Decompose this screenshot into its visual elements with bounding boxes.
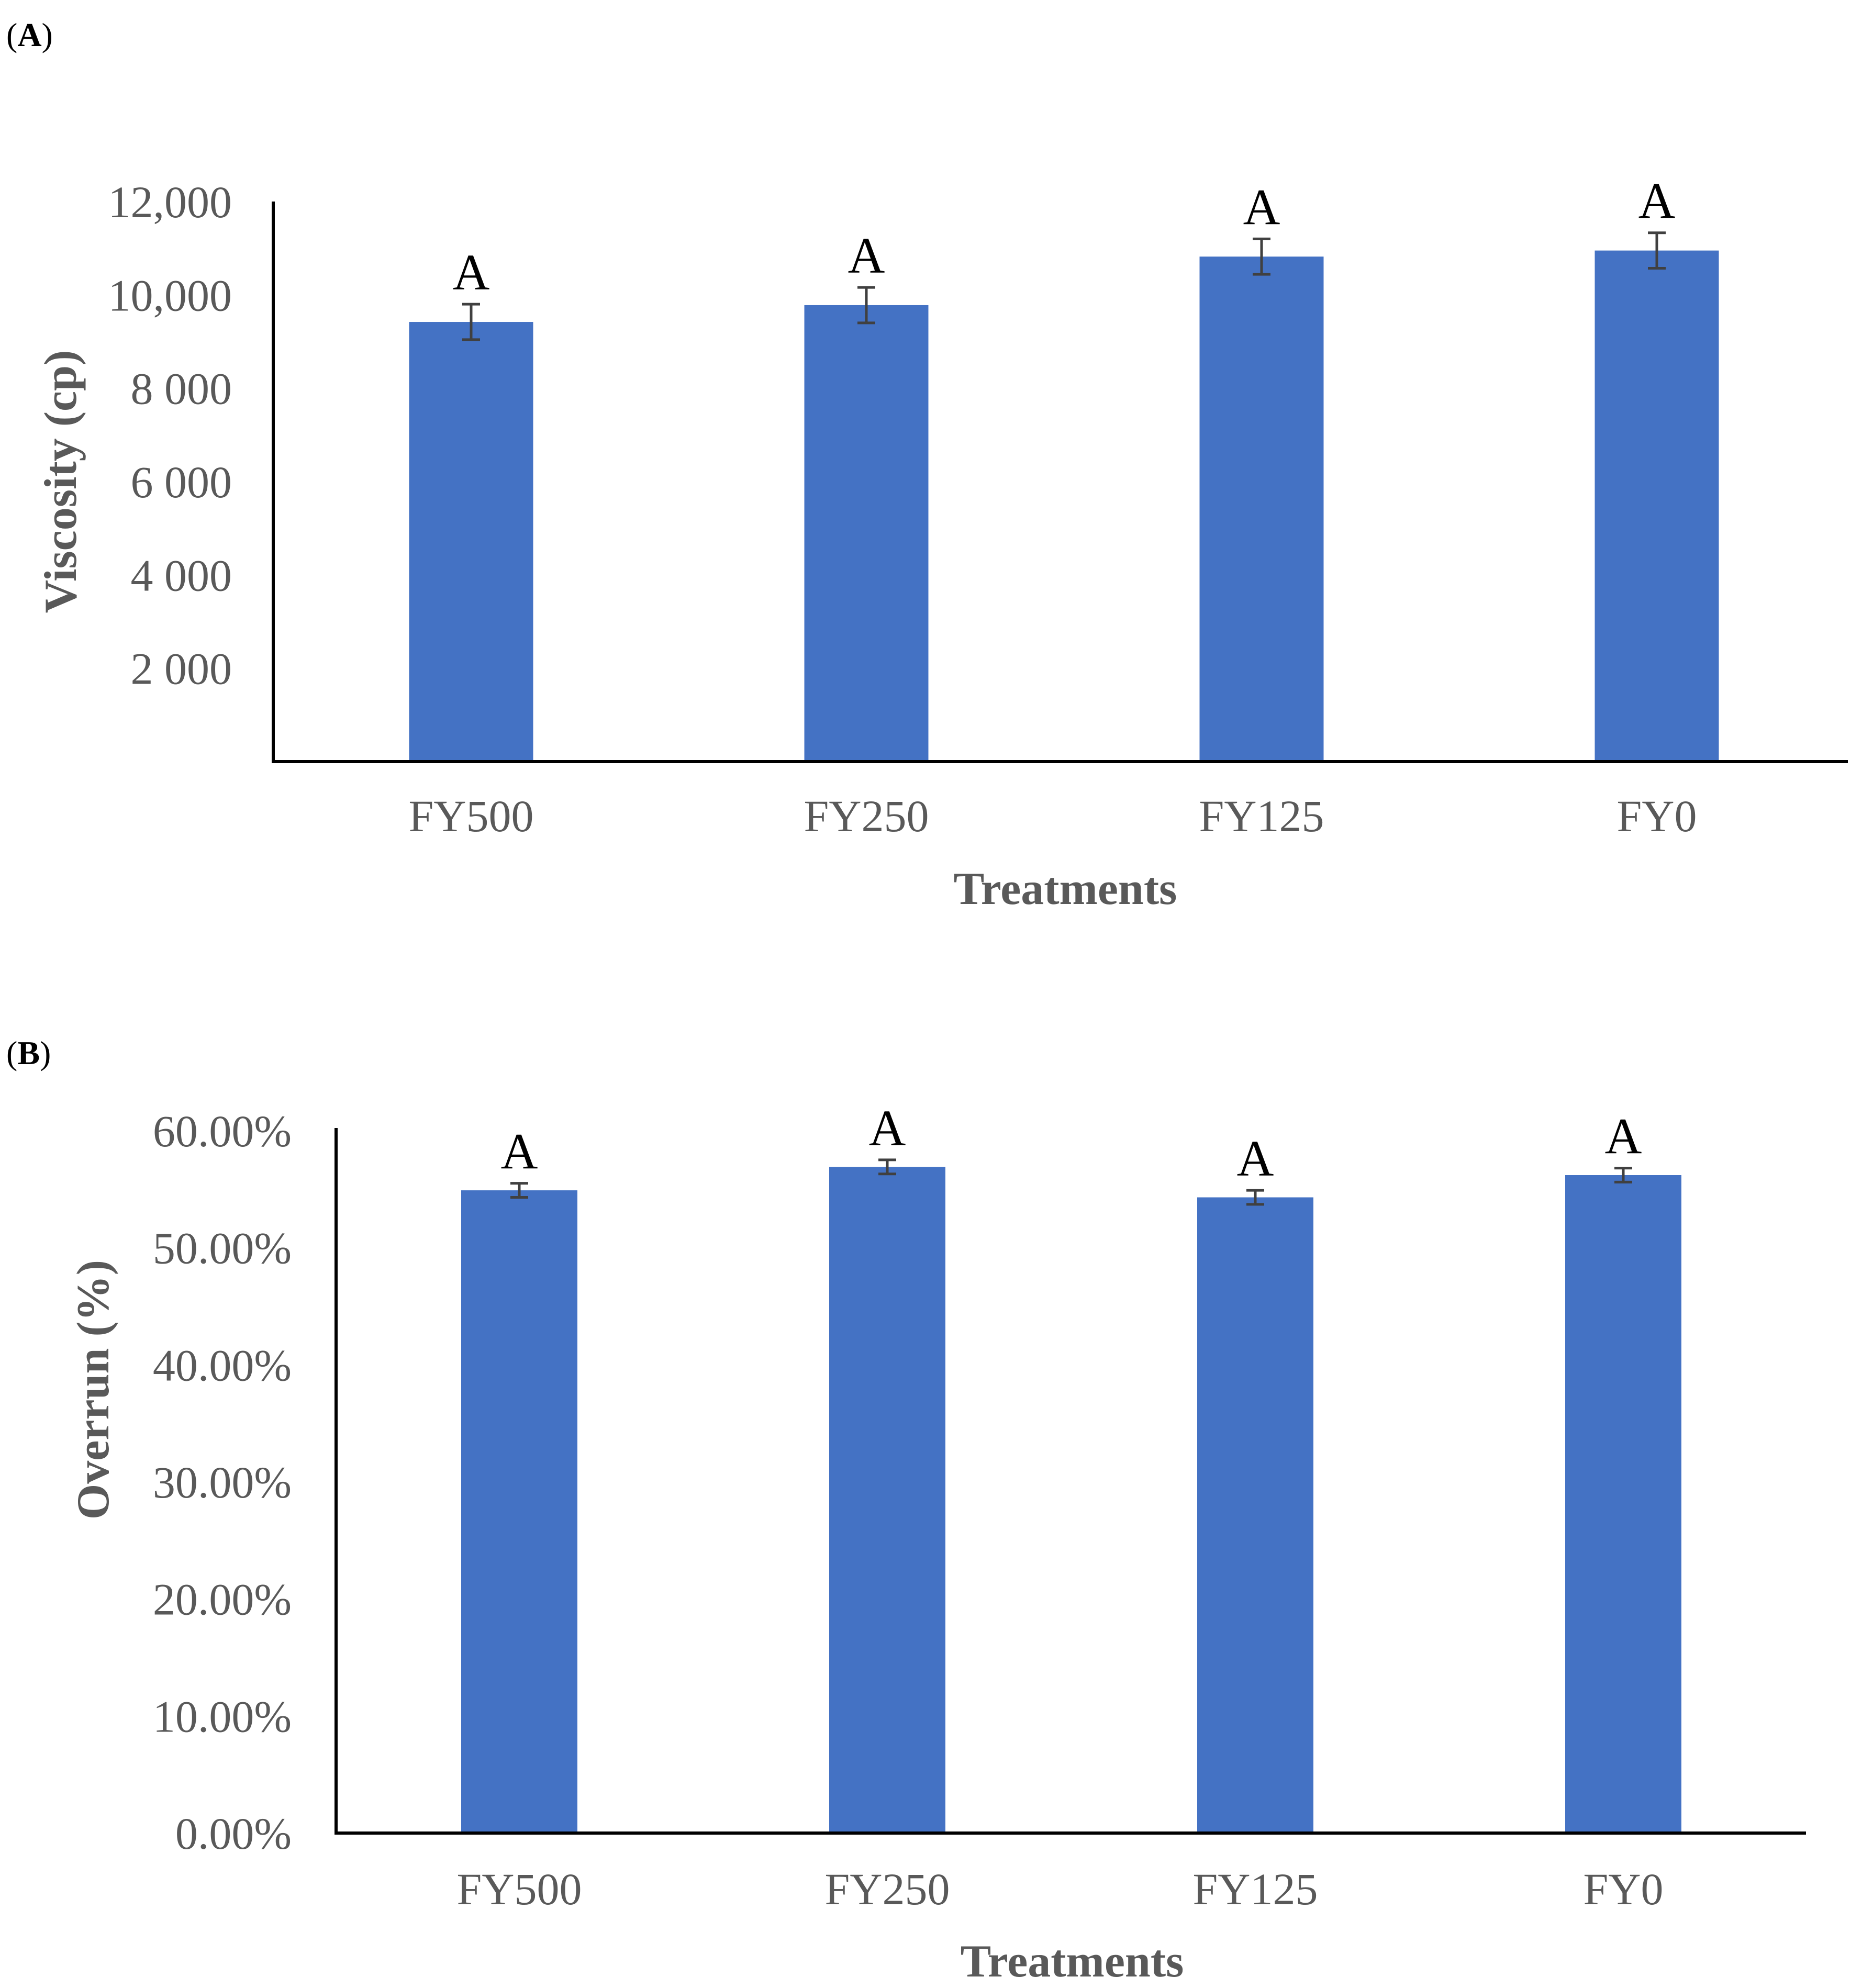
panel-a-bars <box>409 250 1719 762</box>
bar-fy250 <box>829 1167 945 1833</box>
significance-letter: A <box>501 1124 538 1180</box>
y-tick-label: 4 000 <box>131 550 232 600</box>
panel-b-y-axis-title: Overrun (%) <box>68 1260 119 1520</box>
y-tick-label: 20.00% <box>153 1574 292 1625</box>
bar-fy500 <box>461 1190 577 1833</box>
bar-fy125 <box>1199 256 1324 762</box>
panel-b-bars <box>461 1167 1681 1833</box>
error-bar-fy0 <box>1648 231 1666 270</box>
bar-fy0 <box>1565 1175 1681 1833</box>
y-tick-label: 0.00% <box>175 1808 292 1859</box>
panel-a-label: (A) <box>6 16 53 53</box>
x-category-label: FY125 <box>1199 791 1324 841</box>
error-bar-fy250 <box>857 286 875 325</box>
y-tick-label: 10,000 <box>108 270 232 320</box>
significance-letter: A <box>869 1100 906 1157</box>
significance-letter: A <box>848 228 885 284</box>
y-tick-label: 8 000 <box>131 364 232 414</box>
significance-letter: A <box>1237 1131 1274 1187</box>
panel-b-y-ticks: 0.00% 10.00% 20.00% 30.00% 40.00% 50.00% 60.00… <box>153 1106 292 1859</box>
panel-a-y-axis-title: Viscosity (cp) <box>36 350 86 613</box>
error-bar-fy125 <box>1253 237 1270 276</box>
y-tick-label: 50.00% <box>153 1223 292 1274</box>
significance-letter: A <box>453 244 490 301</box>
bar-fy0 <box>1595 250 1719 762</box>
y-tick-label: 60.00% <box>153 1106 292 1156</box>
x-category-label: FY500 <box>409 791 534 841</box>
bar-fy500 <box>409 322 533 762</box>
error-bar-fy500 <box>462 303 480 341</box>
error-bar-fy250 <box>878 1158 896 1176</box>
significance-letter: A <box>1605 1109 1642 1165</box>
panel-b-x-axis-title: Treatments <box>961 1936 1184 1987</box>
panel-a-y-ticks: 2 000 4 000 6 000 8 000 10,000 12,000 <box>108 177 232 694</box>
y-tick-label: 10.00% <box>153 1691 292 1741</box>
y-tick-label: 30.00% <box>153 1457 292 1507</box>
panel-b-category-labels: FY500 FY250 FY125 FY0 <box>457 1864 1664 1914</box>
bar-fy125 <box>1197 1197 1313 1833</box>
error-bar-fy500 <box>510 1182 528 1199</box>
error-bar-fy125 <box>1246 1189 1264 1206</box>
y-tick-label: 40.00% <box>153 1340 292 1390</box>
significance-letter: A <box>1243 179 1280 236</box>
x-category-label: FY500 <box>457 1864 582 1914</box>
x-category-label: FY0 <box>1584 1864 1664 1914</box>
x-category-label: FY250 <box>825 1864 950 1914</box>
panel-b-label: (B) <box>6 1034 51 1071</box>
panel-a-x-axis-title: Treatments <box>954 864 1177 914</box>
error-bar-fy0 <box>1614 1167 1632 1183</box>
panel-a-significance-letters: A A A A <box>453 173 1676 301</box>
significance-letter: A <box>1638 173 1676 230</box>
panel-a-viscosity-chart: (A) Viscosity (cp) Treatments 2 000 4 000… <box>6 16 1848 914</box>
x-category-label: FY250 <box>804 791 929 841</box>
panel-a-category-labels: FY500 FY250 FY125 FY0 <box>409 791 1697 841</box>
y-tick-label: 2 000 <box>131 644 232 694</box>
x-category-label: FY125 <box>1193 1864 1318 1914</box>
y-tick-label: 6 000 <box>131 457 232 507</box>
panel-b-significance-letters: A AA A <box>501 1100 1642 1187</box>
panel-a-error-bars <box>462 231 1666 341</box>
panel-b-overrun-chart: (B) Overrun (%) Treatments 0.00% 10.00% 20… <box>6 1034 1806 1987</box>
x-category-label: FY0 <box>1617 791 1697 841</box>
y-tick-label: 12,000 <box>108 177 232 227</box>
bar-fy250 <box>804 305 929 762</box>
panel-b-error-bars <box>510 1158 1632 1206</box>
